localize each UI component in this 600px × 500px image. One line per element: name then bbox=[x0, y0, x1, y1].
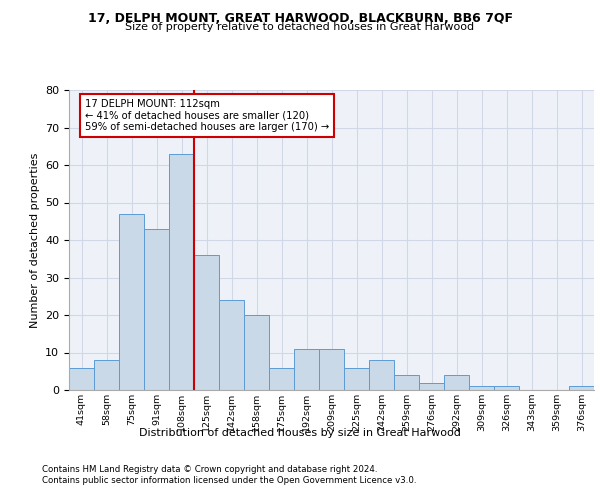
Bar bbox=[194, 255, 219, 390]
Bar bbox=[494, 386, 519, 390]
Bar bbox=[569, 386, 594, 390]
Bar bbox=[144, 229, 169, 390]
Bar bbox=[94, 360, 119, 390]
Bar bbox=[369, 360, 394, 390]
Text: Size of property relative to detached houses in Great Harwood: Size of property relative to detached ho… bbox=[125, 22, 475, 32]
Bar bbox=[469, 386, 494, 390]
Bar bbox=[419, 382, 444, 390]
Text: Contains public sector information licensed under the Open Government Licence v3: Contains public sector information licen… bbox=[42, 476, 416, 485]
Bar bbox=[269, 368, 294, 390]
Bar bbox=[119, 214, 144, 390]
Text: 17, DELPH MOUNT, GREAT HARWOOD, BLACKBURN, BB6 7QF: 17, DELPH MOUNT, GREAT HARWOOD, BLACKBUR… bbox=[88, 12, 512, 26]
Bar bbox=[294, 349, 319, 390]
Bar bbox=[244, 315, 269, 390]
Bar bbox=[169, 154, 194, 390]
Bar bbox=[344, 368, 369, 390]
Bar bbox=[69, 368, 94, 390]
Bar bbox=[219, 300, 244, 390]
Bar bbox=[319, 349, 344, 390]
Text: Distribution of detached houses by size in Great Harwood: Distribution of detached houses by size … bbox=[139, 428, 461, 438]
Text: Contains HM Land Registry data © Crown copyright and database right 2024.: Contains HM Land Registry data © Crown c… bbox=[42, 465, 377, 474]
Bar bbox=[444, 375, 469, 390]
Y-axis label: Number of detached properties: Number of detached properties bbox=[29, 152, 40, 328]
Bar bbox=[394, 375, 419, 390]
Text: 17 DELPH MOUNT: 112sqm
← 41% of detached houses are smaller (120)
59% of semi-de: 17 DELPH MOUNT: 112sqm ← 41% of detached… bbox=[85, 99, 329, 132]
